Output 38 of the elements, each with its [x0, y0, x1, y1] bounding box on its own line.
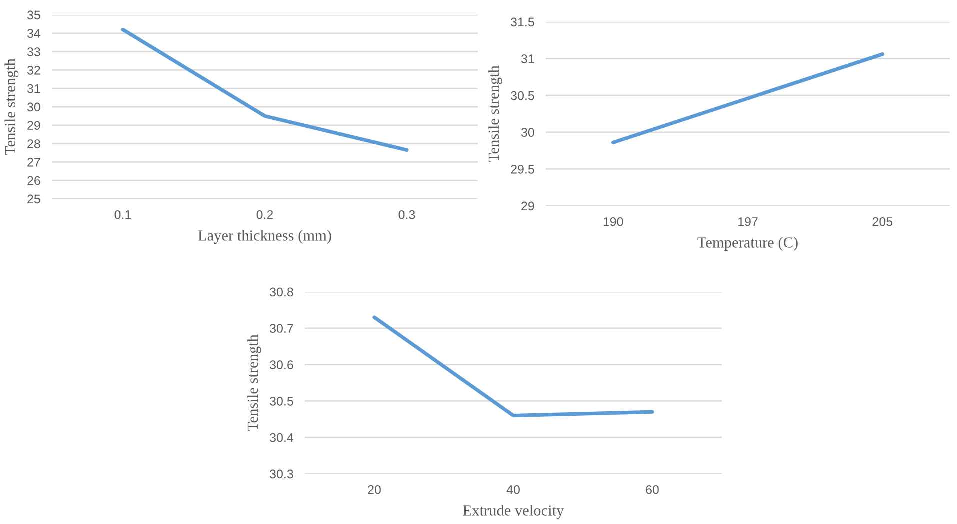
y-tick-label: 26	[28, 176, 40, 186]
y-tick-label: 30.7	[270, 324, 294, 334]
y-tick-label: 27	[28, 158, 40, 167]
y-tick-label: 34	[27, 29, 41, 38]
x-tick-label: 197	[738, 217, 758, 226]
x-axis-title: Extrude velocity	[463, 505, 564, 519]
x-tick-label: 40	[506, 485, 520, 494]
x-tick-label: 190	[604, 217, 624, 226]
x-axis-title: Layer thickness (mm)	[198, 230, 332, 244]
y-tick-label: 31	[521, 54, 534, 64]
y-tick-label: 30.5	[511, 91, 534, 100]
y-tick-label: 30	[27, 102, 40, 112]
x-tick-label: 60	[646, 485, 659, 494]
y-tick-label: 30.3	[270, 470, 294, 479]
x-axis-title: Temperature (C)	[698, 237, 798, 251]
y-tick-label: 32	[27, 66, 40, 75]
x-tick-label: 0.2	[256, 210, 274, 220]
y-tick-label: 29.5	[511, 165, 534, 174]
x-tick-label: 0.1	[114, 210, 132, 220]
y-axis-title: Tensile strength	[247, 334, 262, 432]
x-tick-label: 205	[872, 217, 893, 226]
y-tick-label: 35	[27, 10, 40, 20]
x-tick-label: 0.3	[398, 210, 416, 220]
y-tick-label: 30.8	[270, 288, 294, 297]
y-tick-label: 25	[28, 194, 40, 204]
y-tick-label: 29	[28, 121, 40, 130]
y-tick-label: 31	[27, 84, 40, 94]
y-tick-label: 30.6	[270, 360, 294, 370]
y-tick-label: 29	[522, 202, 534, 211]
y-axis-title: Tensile strength	[488, 66, 502, 162]
y-tick-label: 31.5	[511, 18, 534, 27]
y-tick-label: 28	[28, 140, 40, 148]
x-tick-label: 20	[368, 485, 381, 494]
y-tick-label: 30	[521, 128, 534, 138]
y-tick-label: 30.4	[270, 433, 294, 442]
y-axis-title: Tensile strength	[4, 58, 19, 156]
y-tick-label: 33	[27, 48, 40, 56]
y-tick-label: 30.5	[270, 397, 294, 406]
